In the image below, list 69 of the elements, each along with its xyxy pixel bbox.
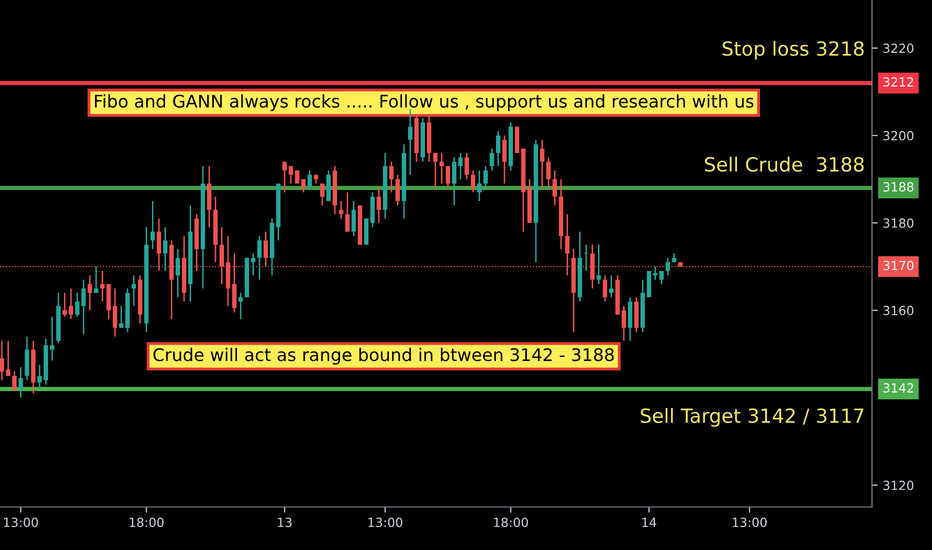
candlestick [345,192,350,232]
candlestick [132,274,136,307]
ref-line-label: 3188 [883,182,914,192]
candlestick [352,200,356,237]
ref-line-label: 3212 [883,77,914,87]
candlestick [452,156,456,206]
candlestick [257,235,262,280]
x-tick-label: 13 [278,518,292,528]
candlestick [338,200,344,220]
candlestick [666,257,670,276]
candlestick [439,152,444,184]
candlestick [150,200,155,250]
candlestick [50,316,54,362]
x-tick-label: 14 [642,518,656,527]
candlestick [100,270,105,302]
candlestick [464,152,469,180]
candlestick [12,370,17,392]
candlestick [112,288,118,338]
y-tick-label: 3200 [883,130,914,140]
candlestick [483,165,488,189]
ref-line-label: 3170 [883,260,914,270]
candlestick [119,305,124,328]
candlestick [308,170,312,189]
candlestick [609,274,614,298]
y-tick-label: 3220 [883,44,914,54]
candlestick [496,130,500,167]
annotation: Stop loss 3218 [722,40,864,60]
x-tick-label: 13:00 [4,518,38,528]
candlestick [389,161,394,194]
candlestick [552,170,557,206]
y-tick-label: 3120 [883,480,914,490]
candlestick [18,366,23,398]
y-tick-label: 3180 [883,218,914,228]
y-tick-label: 3160 [883,306,914,316]
candlestick [238,292,243,320]
candlestick [163,226,168,272]
x-tick-label: 18:00 [494,518,528,528]
candlestick [320,182,324,206]
annotation: Fibo and GANN always rocks ..... Follow us , support us and research with us [95,94,754,112]
x-tick-label: 13:00 [368,518,402,528]
x-tick-label: 13:00 [732,518,767,528]
candlestick [6,340,10,377]
x-tick-label: 18:00 [130,518,164,528]
candlestick [250,252,256,276]
annotation: Sell Target 3142 / 3117 [640,408,864,427]
candlestick [94,266,98,294]
candlestick [75,292,80,318]
candlestick [81,279,86,336]
ref-line-label: 3142 [883,383,914,393]
candlestick [602,274,608,302]
candlestick [502,134,507,184]
candlestick [88,274,92,312]
annotation: Sell Crude 3188 [704,156,864,172]
candlestick [62,292,67,318]
candlestick [395,174,400,206]
candlestick [477,170,482,202]
candlestick [0,340,4,381]
annotation: Crude will act as range bound in btween 3142 - 3188 [153,348,614,365]
candlestick [546,156,551,189]
candlestick [653,266,658,280]
candlestick [596,244,601,285]
candlestick [540,139,544,189]
candlestick [376,187,382,224]
candlestick [408,108,412,176]
candlestick [470,170,476,194]
candlestick [490,148,494,172]
candlestick [446,165,450,189]
candlestick [176,248,180,298]
candlestick [433,152,438,189]
